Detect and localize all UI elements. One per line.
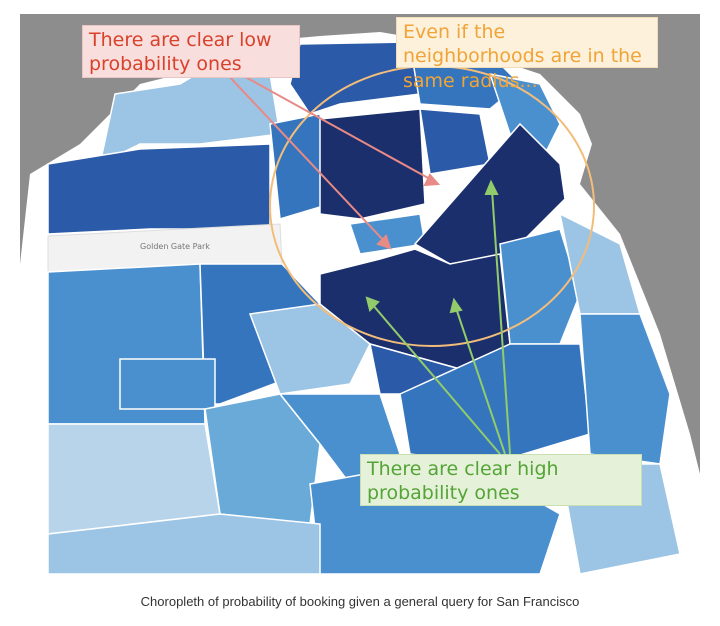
figure-caption: Choropleth of probability of booking giv… <box>140 594 580 609</box>
district-bayview <box>579 313 671 465</box>
low-probability-arrows <box>224 71 441 250</box>
low-probability-callout: There are clear low probability ones <box>82 25 300 78</box>
high-arrow-2 <box>455 307 506 455</box>
district-twin-peaks <box>248 303 371 395</box>
district-telegraph <box>488 73 561 166</box>
district-potrero <box>499 228 581 345</box>
same-radius-callout: Even if the neighborhoods are in the sam… <box>396 17 658 92</box>
high-probability-arrows <box>365 179 511 455</box>
district-southwest <box>47 513 321 575</box>
low-arrow-1 <box>224 71 386 243</box>
choropleth-map <box>20 14 700 582</box>
high-arrow-3 <box>491 189 511 455</box>
low-arrow-1-head <box>376 234 392 250</box>
district-pacific-heights <box>319 108 426 220</box>
high-arrow-3-head <box>484 179 499 195</box>
low-arrow-2-head <box>423 173 441 187</box>
high-arrow-1-head <box>365 296 380 312</box>
park-label: Golden Gate Park <box>140 242 210 251</box>
high-probability-callout: There are clear high probability ones <box>360 454 642 506</box>
district-parkside <box>119 358 216 410</box>
high-arrow-1 <box>371 303 501 455</box>
high-arrow-2-head <box>449 297 463 314</box>
district-nob-hill <box>419 108 491 175</box>
low-arrow-2 <box>239 73 431 180</box>
